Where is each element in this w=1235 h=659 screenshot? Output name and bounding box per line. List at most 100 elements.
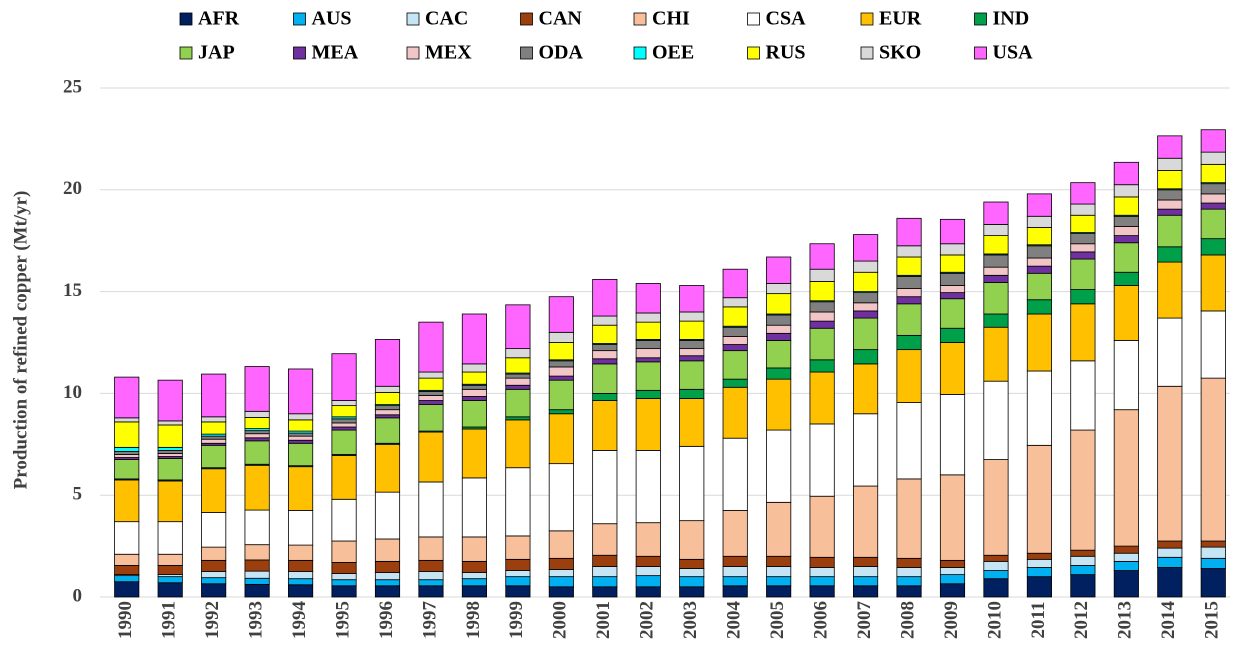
bar-segment: [201, 546, 227, 561]
bar-segment: [1200, 163, 1226, 184]
bar-segment: [983, 224, 1009, 237]
bar-segment: [939, 567, 966, 576]
bar-segment: [722, 344, 748, 352]
bar-segment: [288, 571, 314, 580]
bar-segment: [635, 586, 661, 598]
bar-segment: [939, 292, 966, 300]
legend-swatch: [974, 12, 987, 26]
bar-segment: [244, 464, 270, 511]
bar-segment: [722, 326, 748, 337]
bar-segment: [374, 572, 401, 581]
legend-swatch: [860, 46, 874, 60]
legend-swatch: [293, 12, 306, 26]
bar-segment: [939, 474, 966, 561]
bar-segment: [331, 498, 357, 542]
bar-segment: [939, 342, 966, 395]
y-tick-label: 20: [63, 178, 82, 199]
bar-segment: [1113, 184, 1139, 198]
bar-segment: [244, 440, 270, 465]
bar-segment: [983, 578, 1009, 598]
bar-segment: [1157, 199, 1183, 210]
legend-label: ODA: [539, 42, 584, 64]
bar-segment: [1157, 214, 1183, 248]
bar-segment: [1113, 570, 1139, 598]
bar-segment: [505, 348, 531, 359]
bar-segment: [939, 559, 966, 568]
bar-segment: [418, 559, 444, 572]
bar-segment: [1026, 272, 1052, 301]
bar-segment: [331, 405, 357, 418]
legend-label: CSA: [766, 8, 807, 30]
bar-segment: [201, 559, 227, 572]
bar-segment: [939, 574, 966, 585]
bar-segment: [201, 438, 227, 444]
bar-segment: [939, 583, 966, 598]
bar-segment: [288, 442, 314, 467]
bar-segment: [896, 334, 922, 351]
bar-segment: [635, 321, 661, 340]
bar-segment: [592, 554, 618, 567]
legend-swatch: [974, 46, 987, 60]
legend-label: MEX: [425, 42, 472, 64]
bar-segment: [1157, 135, 1183, 159]
bar-segment: [114, 376, 140, 419]
bar-segment: [635, 522, 661, 557]
bar-segment: [766, 314, 792, 326]
bar-segment: [592, 363, 618, 394]
bar-segment: [1200, 183, 1226, 195]
bar-segment: [896, 402, 922, 480]
bar-segment: [114, 421, 140, 448]
bar-segment: [1113, 242, 1139, 273]
bar-segment: [679, 355, 705, 362]
bar-segment: [114, 479, 140, 523]
bar-segment: [418, 571, 444, 581]
bar-segment: [244, 417, 270, 430]
bar-segment: [896, 576, 922, 587]
bar-segment: [1113, 560, 1139, 571]
bar-segment: [939, 218, 966, 245]
bar-segment: [374, 443, 401, 493]
bar-segment: [505, 585, 531, 598]
bar-segment: [418, 585, 444, 598]
bar-segment: [418, 395, 444, 401]
bar-segment: [679, 520, 705, 560]
bar-segment: [331, 455, 357, 500]
bar-segment: [983, 313, 1009, 328]
bar-segment: [939, 298, 966, 329]
bar-segment: [635, 312, 661, 323]
bar-segment: [114, 417, 140, 423]
x-tick-label: 2013: [1115, 601, 1136, 639]
bar-segment: [114, 565, 140, 576]
bar-segment: [766, 293, 792, 315]
bar-segment: [853, 292, 879, 304]
bar-segment: [809, 576, 835, 587]
bar-segment: [1200, 540, 1226, 548]
bar-segment: [374, 385, 401, 393]
bar-segment: [157, 420, 183, 426]
bar-segment: [331, 540, 357, 563]
legend-swatch: [406, 12, 420, 26]
bar-segment: [1026, 313, 1052, 372]
bar-segment: [809, 359, 835, 373]
bar-segment: [1200, 546, 1226, 559]
bar-segment: [809, 556, 835, 568]
bar-segment: [548, 586, 574, 598]
bar-segment: [983, 570, 1009, 580]
bar-segment: [1200, 310, 1226, 379]
bar-segment: [114, 454, 140, 458]
bar-segment: [114, 459, 140, 480]
bar-segment: [1026, 299, 1052, 315]
legend-label: OEE: [652, 42, 694, 64]
x-tick-label: 2003: [680, 601, 701, 639]
bar-segment: [288, 544, 314, 561]
bar-segment: [766, 332, 792, 341]
bar-segment: [679, 311, 705, 322]
bar-segment: [157, 565, 183, 576]
bar-segment: [592, 358, 618, 365]
bar-segment: [461, 396, 487, 401]
y-tick-label: 15: [63, 280, 82, 301]
bar-segment: [1113, 552, 1139, 562]
bar-segment: [1070, 555, 1096, 566]
bar-segment: [1070, 258, 1096, 290]
